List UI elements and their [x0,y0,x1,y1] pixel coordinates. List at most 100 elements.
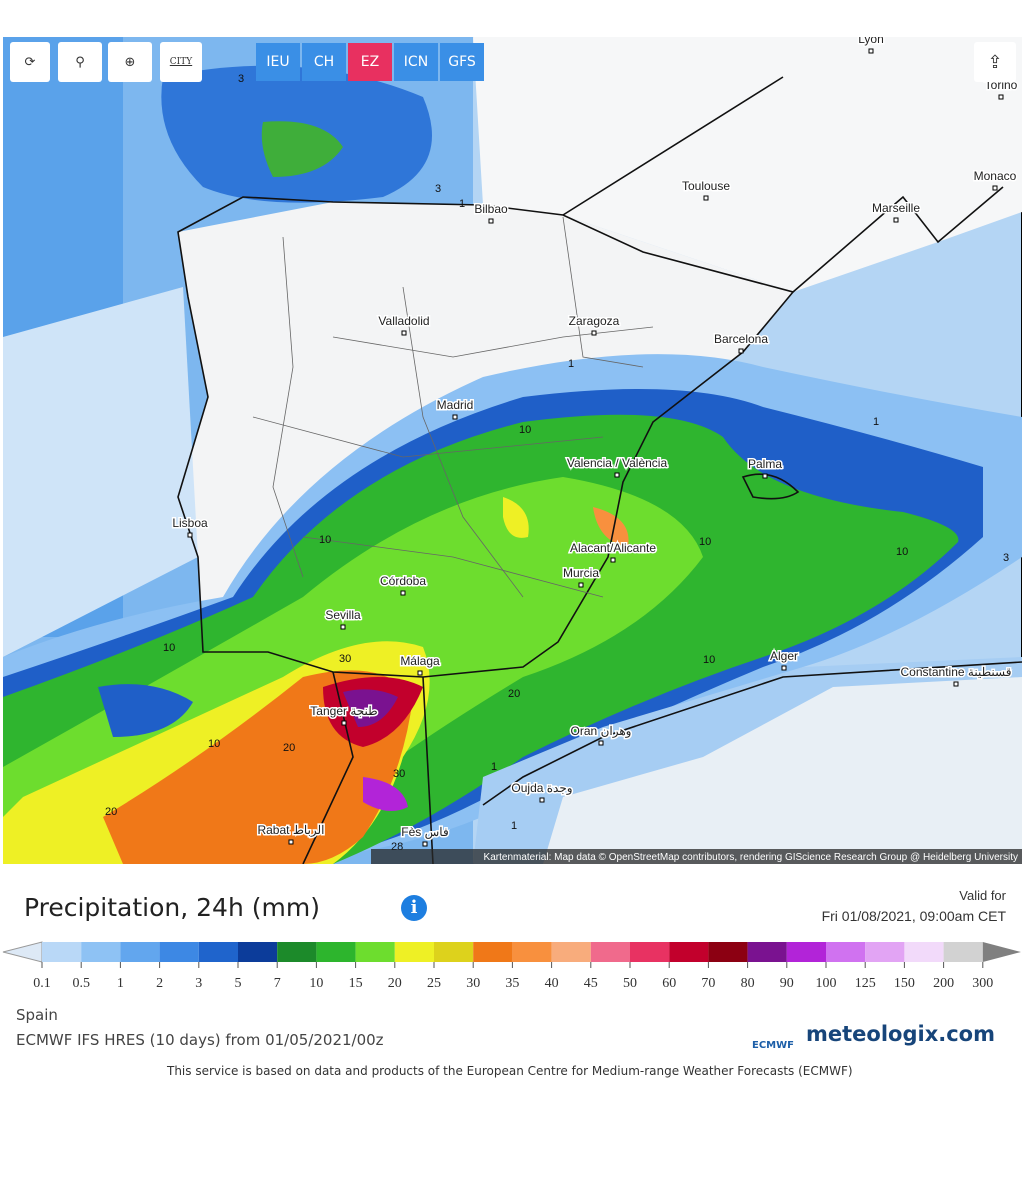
legend-swatch [42,942,82,962]
city-marker [591,330,597,336]
model-run: ECMWF IFS HRES (10 days) from 01/05/2021… [16,1031,384,1049]
contour-label: 10 [519,424,531,436]
city-marker [868,48,874,54]
model-button[interactable]: IEU [256,43,300,81]
legend-label: 100 [816,976,837,991]
city-label: Valladolid [378,314,429,328]
contour-label: 1 [459,198,465,210]
legend-arrow-right [982,942,1021,962]
legend-swatch [747,942,787,962]
city-marker [893,217,899,223]
brand-logo: meteologix.com [806,1022,995,1046]
legend-label: 50 [623,976,637,991]
city-marker [998,94,1004,100]
city-marker [341,720,347,726]
legend-label: 30 [466,976,480,991]
legend-label: 10 [309,976,323,991]
legend-swatch [708,942,748,962]
city-marker [400,590,406,596]
legend-label: 20 [388,976,402,991]
location-button[interactable]: ⚲ [58,42,102,82]
city-label: Málaga [400,654,440,668]
legend-swatch [786,942,826,962]
city-label: Alger [770,649,798,663]
city-label: Tanger طنجة [310,704,377,718]
info-icon[interactable]: i [401,895,427,921]
contour-label: 3 [435,183,441,195]
contour-label: 1 [568,358,574,370]
city-label: Toulouse [682,179,730,193]
legend-swatch [120,942,160,962]
contour-label: 1 [511,820,517,832]
model-button[interactable]: GFS [440,43,484,81]
zoom-button[interactable]: ⊕ [108,42,152,82]
legend-swatch [551,942,591,962]
legend-label: 80 [741,976,755,991]
city-marker [539,797,545,803]
contour-label: 3 [1003,552,1009,564]
legend-arrow-left [2,941,43,963]
model-button[interactable]: EZ [348,43,392,81]
legend-swatch [277,942,317,962]
legend-swatch [473,942,513,962]
legend-label: 7 [274,976,281,991]
legend-label: 60 [662,976,676,991]
legend-swatch [81,942,121,962]
city-button[interactable]: CITY [160,42,202,82]
legend-label: 70 [701,976,715,991]
city-label: Sevilla [325,608,361,622]
city-label: Fès فاس [401,825,448,839]
legend-label: 125 [855,976,876,991]
city-marker [992,185,998,191]
city-label: Murcia [563,566,599,580]
city-label: Bilbao [474,202,508,216]
model-button[interactable]: ICN [394,43,438,81]
legend-label: 40 [545,976,559,991]
contour-label: 3 [238,73,244,85]
share-button[interactable]: ⇪ [974,42,1016,82]
model-button[interactable]: CH [302,43,346,81]
city-label: Constantine قسنطينة [901,665,1012,679]
legend-label: 90 [780,976,794,991]
legend-label: 3 [195,976,202,991]
city-marker [578,582,584,588]
city-label: Valencia / València [567,456,668,470]
contour-label: 10 [163,642,175,654]
city-marker [288,839,294,845]
legend-label: 0.5 [72,976,90,991]
city-label: Alacant/Alicante [570,541,656,555]
contour-label: 10 [208,738,220,750]
legend-label: 0.1 [33,976,51,991]
city-marker [614,472,620,478]
attribution: Kartenmaterial: Map data © OpenStreetMap… [484,852,1018,863]
legend-swatch [238,942,278,962]
region: Spain [16,1006,58,1024]
city-label: Madrid [437,398,474,412]
contour-label: 20 [105,806,117,818]
city-label: Córdoba [380,574,426,588]
legend-swatch [198,942,238,962]
city-label: Rabat الرباط [257,823,324,837]
title: Precipitation, 24h (mm) [24,893,320,922]
city-label: Oran وهران [571,724,632,738]
contour-label: 20 [283,742,295,754]
city-marker [340,624,346,630]
reload-button[interactable]: ⟳ [10,42,50,82]
legend-label: 15 [349,976,363,991]
legend-label: 45 [584,976,598,991]
legend-swatch [434,942,474,962]
city-marker [781,665,787,671]
city-marker [488,218,494,224]
contour-label: 30 [393,768,405,780]
valid-time: Fri 01/08/2021, 09:00am CET [821,908,1006,924]
legend-swatch [316,942,356,962]
city-marker [452,414,458,420]
city-marker [703,195,709,201]
contour-label: 10 [319,534,331,546]
city-label: Zaragoza [569,314,620,328]
legend-swatch [394,942,434,962]
city-label: Oujda وجدة [511,781,572,795]
contour-label: 10 [699,536,711,548]
city-marker [187,532,193,538]
